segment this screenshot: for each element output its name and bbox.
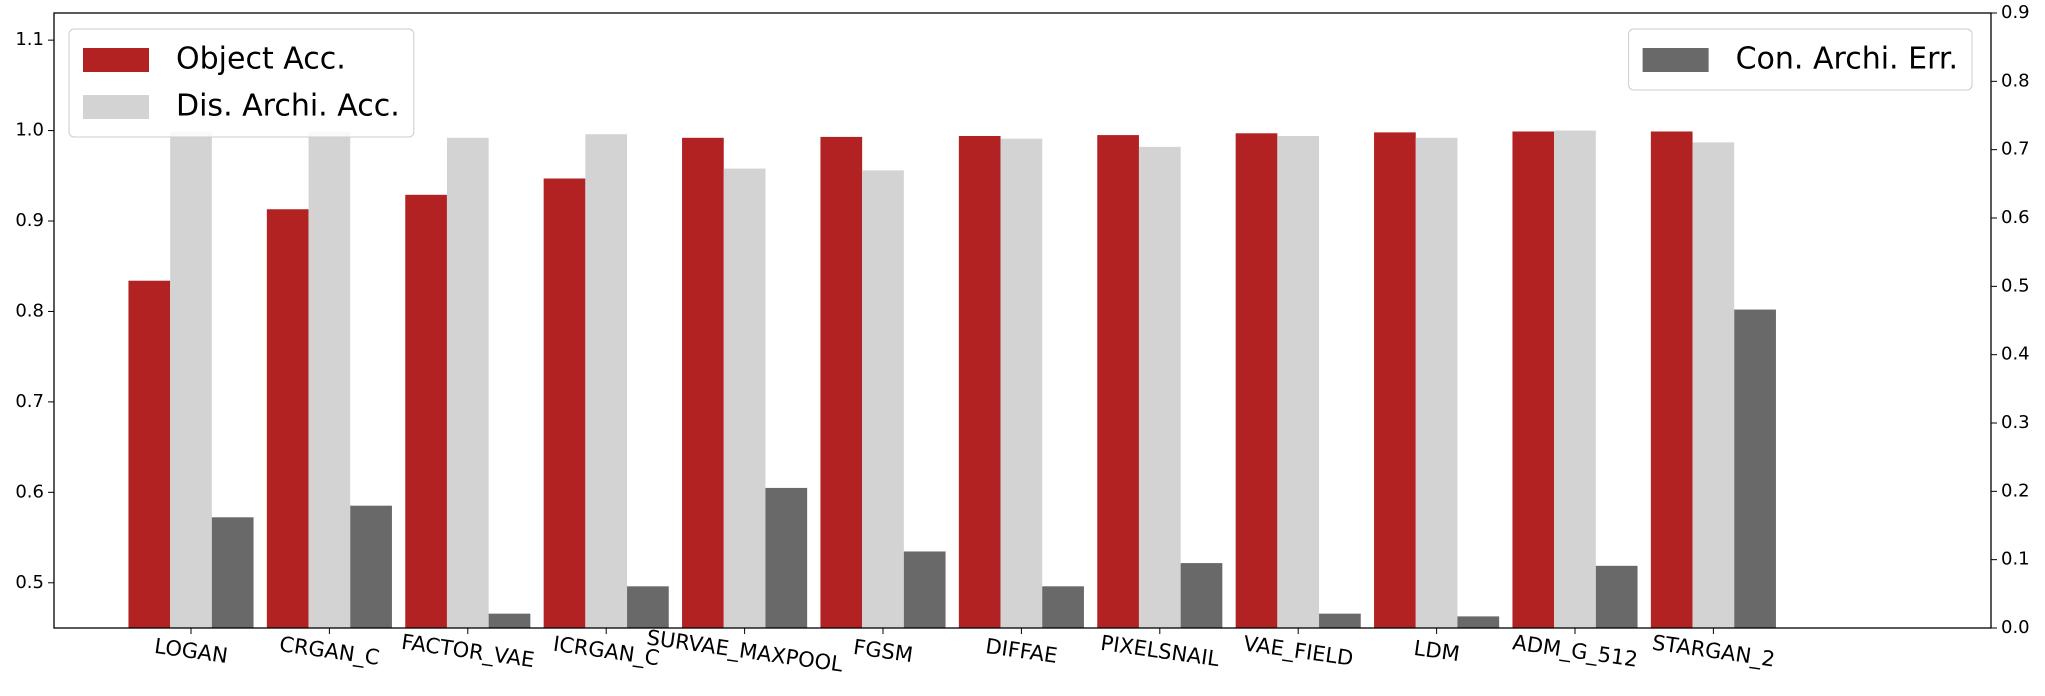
bar	[765, 487, 808, 628]
legend-label: Object Acc.	[176, 42, 346, 77]
bar	[1650, 131, 1693, 628]
bar	[1097, 135, 1139, 628]
legend-label: Con. Archi. Err.	[1736, 42, 1958, 77]
bar	[1457, 616, 1500, 628]
bar	[1374, 132, 1416, 628]
x-tick-label: VAE_FIELD	[1242, 631, 1355, 671]
y-tick-label: 0.5	[15, 572, 44, 593]
bar	[1512, 131, 1555, 628]
legend-swatch	[83, 95, 149, 119]
bar	[1180, 563, 1223, 628]
x-tick-label: CRGAN_C	[278, 632, 381, 671]
bar	[585, 134, 628, 629]
legend-box	[1628, 28, 1973, 91]
y-tick-label: 1.0	[15, 120, 44, 141]
legend-swatch	[83, 48, 149, 72]
bar	[350, 505, 392, 628]
plot-frame	[53, 12, 1992, 629]
bar	[1319, 613, 1361, 628]
bar	[266, 209, 309, 628]
y2-tick-label: 0.8	[2001, 70, 2030, 91]
y-tick-label: 1.1	[15, 29, 44, 50]
legend: Con. Archi. Err.	[1628, 28, 1973, 91]
y2-tick-label: 0.9	[2001, 2, 2030, 23]
legend-swatch	[1642, 48, 1709, 72]
bar	[1415, 137, 1458, 628]
y2-tick-label: 0.7	[2001, 139, 2030, 160]
y2-tick-label: 0.3	[2001, 412, 2030, 433]
x-tick-label: FACTOR_VAE	[400, 630, 536, 673]
bar	[128, 280, 171, 628]
bar	[820, 136, 863, 628]
legend-label: Dis. Archi. Acc.	[176, 89, 400, 124]
y2-tick-label: 0.4	[2001, 344, 2030, 365]
bar	[1042, 586, 1084, 628]
x-tick-label: LOGAN	[153, 634, 229, 668]
x-tick-label: FGSM	[852, 635, 915, 667]
bar	[1235, 133, 1278, 629]
bar	[308, 131, 351, 628]
y2-tick-label: 0.6	[2001, 207, 2030, 228]
y-tick-label: 0.8	[15, 300, 44, 321]
y2-tick-label: 0.1	[2001, 549, 2030, 570]
x-tick-label: DIFFAE	[984, 634, 1059, 668]
x-tick-label: STARGAN_2	[1650, 631, 1776, 673]
bar	[170, 131, 212, 628]
x-tick-label: ADM_G_512	[1511, 630, 1639, 672]
bar	[1595, 565, 1638, 628]
bar	[958, 136, 1001, 628]
y2-tick-label: 0.2	[2001, 480, 2030, 501]
bar	[1692, 142, 1735, 629]
bar	[1554, 130, 1596, 628]
bar	[903, 551, 946, 628]
legend-box	[68, 28, 415, 138]
bar	[1277, 136, 1320, 628]
bar	[488, 613, 531, 628]
x-tick-label: LDM	[1412, 636, 1461, 666]
bar	[627, 586, 669, 628]
bar	[446, 137, 489, 628]
y-tick-label: 0.9	[15, 210, 44, 231]
bar	[862, 170, 904, 628]
bar	[682, 137, 724, 628]
y2-tick-label: 0.5	[2001, 275, 2030, 296]
x-tick-label: ICRGAN_C	[552, 632, 661, 672]
bar	[1000, 138, 1043, 628]
legend: Object Acc. Dis. Archi. Acc.	[68, 28, 415, 138]
bar	[543, 178, 586, 628]
bar	[211, 517, 254, 628]
bar	[1734, 309, 1776, 628]
bar	[405, 194, 447, 629]
x-tick-label: PIXELSNAIL	[1099, 631, 1221, 671]
y2-tick-label: 0.0	[2001, 617, 2030, 638]
bar	[723, 168, 766, 628]
y-tick-label: 0.7	[15, 391, 44, 412]
bar	[1138, 146, 1181, 628]
y-tick-label: 0.6	[15, 481, 44, 502]
